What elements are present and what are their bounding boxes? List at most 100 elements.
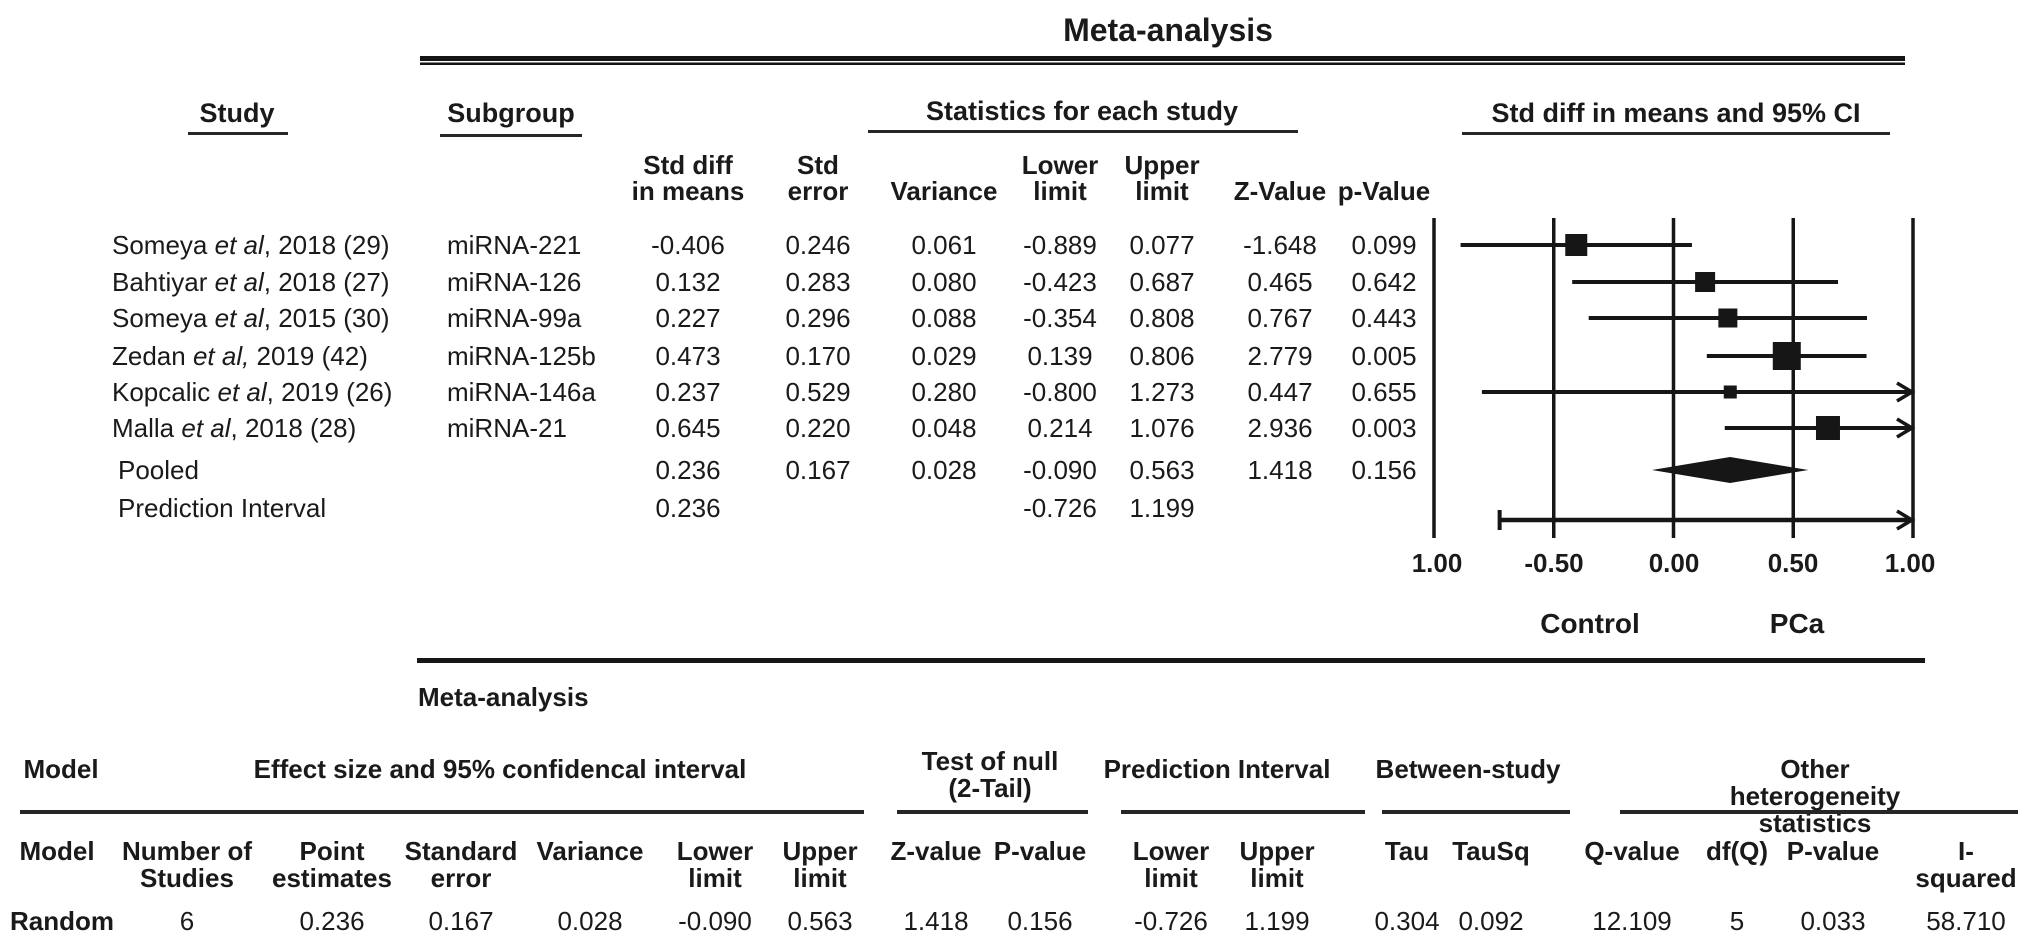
variance-value: 0.028 xyxy=(911,455,977,485)
p-value: 0.005 xyxy=(1351,341,1417,371)
p-value: 0.156 xyxy=(1007,906,1073,936)
summary-col-number-of-studies: Number of Studies xyxy=(122,836,252,893)
z-value: 2.936 xyxy=(1247,413,1313,443)
summary-col-i-squared: I-squared xyxy=(1915,836,2017,893)
z-value: 0.465 xyxy=(1247,267,1313,297)
col-header-p-value: p-Value xyxy=(1337,176,1431,206)
col-header-std-diff: Std diff in means xyxy=(631,150,745,206)
summary-col-pi-lower-limit: Lower limit xyxy=(1132,836,1210,893)
col-header-std-error: Std error xyxy=(787,150,849,206)
summary-col-tausq: TauSq xyxy=(1452,836,1530,866)
upper-limit-value: 1.199 xyxy=(1129,493,1195,523)
pi-upper-limit-value: 1.199 xyxy=(1244,906,1310,936)
p-value: 0.156 xyxy=(1351,455,1417,485)
pooled-label: Pooled xyxy=(118,455,199,485)
std-error-value: 0.167 xyxy=(785,455,851,485)
summary-col-q-value: Q-value xyxy=(1584,836,1680,866)
summary-col-p-value-het: P-value xyxy=(1786,836,1880,866)
p-value: 0.003 xyxy=(1351,413,1417,443)
control-group-label: Control xyxy=(1540,608,1640,639)
q-value: 12.109 xyxy=(1592,906,1672,936)
tau-value: 0.304 xyxy=(1374,906,1440,936)
x-axis-tick-label: 1.00 xyxy=(1411,548,1463,578)
z-value: 2.779 xyxy=(1247,341,1313,371)
subgroup-underline xyxy=(440,134,582,137)
stats-group-header: Statistics for each study xyxy=(925,96,1239,126)
pca-group-label: PCa xyxy=(1769,608,1825,639)
std-diff-value: -0.406 xyxy=(651,230,725,260)
upper-limit-value: 0.808 xyxy=(1129,303,1195,333)
study-col-header: Study xyxy=(199,98,275,128)
study-label: Someya et al, 2018 (29) xyxy=(112,230,390,260)
col-header-upper: Upper limit xyxy=(1124,150,1200,206)
summary-underline xyxy=(897,810,1088,814)
z-value: 0.447 xyxy=(1247,377,1313,407)
study-row: Bahtiyar et al, 2018 (27) miRNA-126 0.13… xyxy=(0,267,2032,297)
x-axis-tick-label: 0.00 xyxy=(1648,548,1700,578)
prediction-interval-label: Prediction Interval xyxy=(118,493,327,523)
subgroup-label: miRNA-99a xyxy=(447,303,582,333)
x-axis-tick-label: -0.50 xyxy=(1524,548,1584,578)
pi-lower-limit-value: -0.726 xyxy=(1134,906,1208,936)
summary-col-variance: Variance xyxy=(536,836,644,866)
study-label: Bahtiyar et al, 2018 (27) xyxy=(112,267,390,297)
summary-col-df-q: df(Q) xyxy=(1705,836,1769,866)
std-diff-value: 0.227 xyxy=(655,303,721,333)
variance-value: 0.061 xyxy=(911,230,977,260)
subgroup-label: miRNA-221 xyxy=(447,230,582,260)
variance-value: 0.080 xyxy=(911,267,977,297)
summary-group-test-of-null: Test of null (2-Tail) xyxy=(921,746,1059,803)
summary-group-between-study: Between-study xyxy=(1375,754,1561,784)
summary-col-upper-limit: Upper limit xyxy=(782,836,858,893)
upper-limit-value: 0.563 xyxy=(1129,455,1195,485)
subgroup-label: miRNA-146a xyxy=(447,377,596,407)
summary-underline xyxy=(1620,810,2018,814)
summary-col-lower-limit: Lower limit xyxy=(676,836,754,893)
summary-group-model: Model xyxy=(23,754,99,784)
plot-group-header: Std diff in means and 95% CI xyxy=(1491,98,1861,128)
std-error-value: 0.170 xyxy=(785,341,851,371)
study-row: Kopcalic et al, 2019 (26) miRNA-146a 0.2… xyxy=(0,377,2032,407)
summary-group-other-heterogeneity: Other heterogeneity statistics xyxy=(1729,754,1901,838)
x-axis-tick-label: 0.50 xyxy=(1767,548,1819,578)
upper-limit-value: 0.563 xyxy=(787,906,853,936)
variance-value: 0.028 xyxy=(557,906,623,936)
summary-underline xyxy=(1121,810,1365,814)
p-value: 0.655 xyxy=(1351,377,1417,407)
p-value: 0.642 xyxy=(1351,267,1417,297)
lower-limit-value: 0.139 xyxy=(1027,341,1093,371)
std-error-value: 0.529 xyxy=(785,377,851,407)
lower-limit-value: -0.423 xyxy=(1023,267,1097,297)
df-q-value: 5 xyxy=(1729,906,1745,936)
p-value: 0.443 xyxy=(1351,303,1417,333)
std-error-value: 0.296 xyxy=(785,303,851,333)
upper-limit-value: 1.273 xyxy=(1129,377,1195,407)
summary-underline xyxy=(1382,810,1570,814)
col-header-z-value: Z-Value xyxy=(1233,176,1327,206)
x-axis-tick-label: 1.00 xyxy=(1884,548,1936,578)
col-header-variance: Variance xyxy=(890,176,998,206)
study-label: Kopcalic et al, 2019 (26) xyxy=(112,377,393,407)
z-value: 1.418 xyxy=(1247,455,1313,485)
std-error-value: 0.246 xyxy=(785,230,851,260)
std-diff-value: 0.236 xyxy=(655,493,721,523)
study-label: Malla et al, 2018 (28) xyxy=(112,413,357,443)
subgroup-label: miRNA-126 xyxy=(447,267,582,297)
summary-col-tau: Tau xyxy=(1384,836,1430,866)
summary-row: Random 6 0.236 0.167 0.028 -0.090 0.563 … xyxy=(0,906,2032,936)
number-of-studies-value: 6 xyxy=(179,906,195,936)
study-label: Someya et al, 2015 (30) xyxy=(112,303,390,333)
lower-limit-value: 0.214 xyxy=(1027,413,1093,443)
std-diff-value: 0.645 xyxy=(655,413,721,443)
lower-limit-value: -0.090 xyxy=(1023,455,1097,485)
variance-value: 0.048 xyxy=(911,413,977,443)
summary-group-effect-size: Effect size and 95% confidencal interval xyxy=(253,754,747,784)
i-squared-value: 58.710 xyxy=(1926,906,2006,936)
lower-limit-value: -0.354 xyxy=(1023,303,1097,333)
variance-value: 0.280 xyxy=(911,377,977,407)
col-header-lower: Lower limit xyxy=(1021,150,1099,206)
study-row: Someya et al, 2015 (30) miRNA-99a 0.227 … xyxy=(0,303,2032,333)
tausq-value: 0.092 xyxy=(1458,906,1524,936)
summary-table-label: Meta-analysis xyxy=(418,682,589,712)
upper-limit-value: 0.806 xyxy=(1129,341,1195,371)
